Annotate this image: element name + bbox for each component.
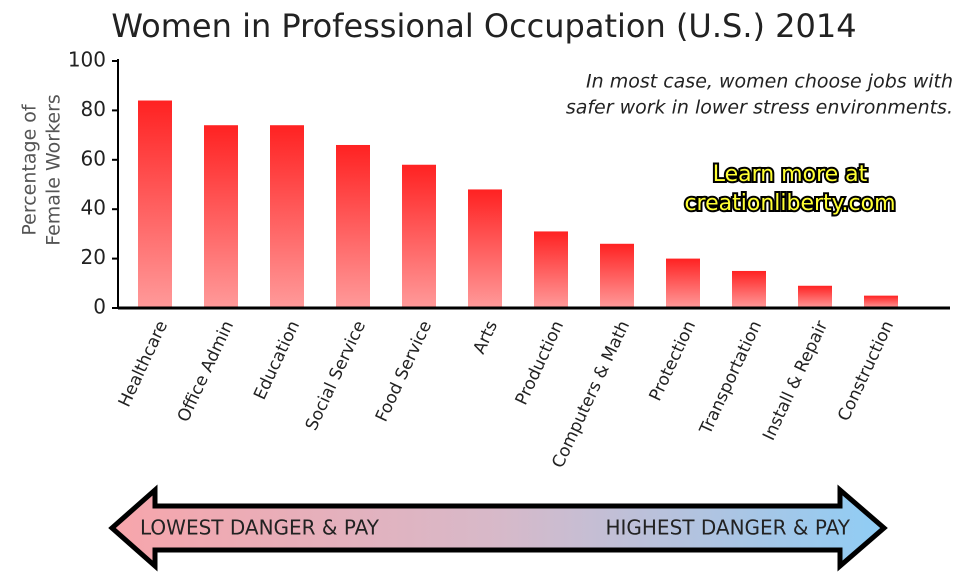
y-tick-label: 80 [81,97,106,121]
arrow-label: HIGHEST DANGER & PAY [605,516,850,540]
x-tick-label: Construction [834,318,898,425]
promo-text: Learn more at [713,162,868,187]
bar [336,144,370,308]
bar [204,125,238,308]
x-tick-label: Arts [470,318,503,358]
y-tick-label: 40 [81,196,106,220]
promo-text: creationliberty.com [684,191,895,216]
y-tick-label: 60 [81,146,106,170]
x-tick-label: Education [250,318,304,403]
y-axis-label: Female Workers [43,94,65,246]
x-tick-label: Install & Repair [759,318,832,444]
x-tick-label: Social Service [302,318,370,434]
bar [732,270,766,308]
x-tick-label: Protection [646,318,700,404]
y-tick-label: 0 [93,295,106,319]
bar [138,100,172,309]
bar [534,231,568,308]
bar [666,258,700,308]
x-tick-label: Office Admin [174,318,238,425]
bar [468,189,502,308]
annotation: In most case, women choose jobs with [586,71,953,93]
chart-title: Women in Professional Occupation (U.S.) … [111,7,856,45]
y-tick-label: 20 [81,245,106,269]
x-tick-label: Food Service [372,318,436,425]
bar [600,243,634,308]
x-tick-label: Transportation [696,318,766,439]
bar [402,164,436,308]
x-tick-label: Healthcare [115,318,172,410]
danger-arrow [108,484,888,572]
y-axis-label: Percentage of [19,103,41,236]
arrow-label: LOWEST DANGER & PAY [140,516,380,540]
x-tick-label: Production [512,318,568,408]
bar [798,285,832,308]
bar [864,295,898,308]
annotation: safer work in lower stress environments. [566,97,953,119]
bar [270,125,304,308]
y-tick-label: 100 [68,48,106,72]
